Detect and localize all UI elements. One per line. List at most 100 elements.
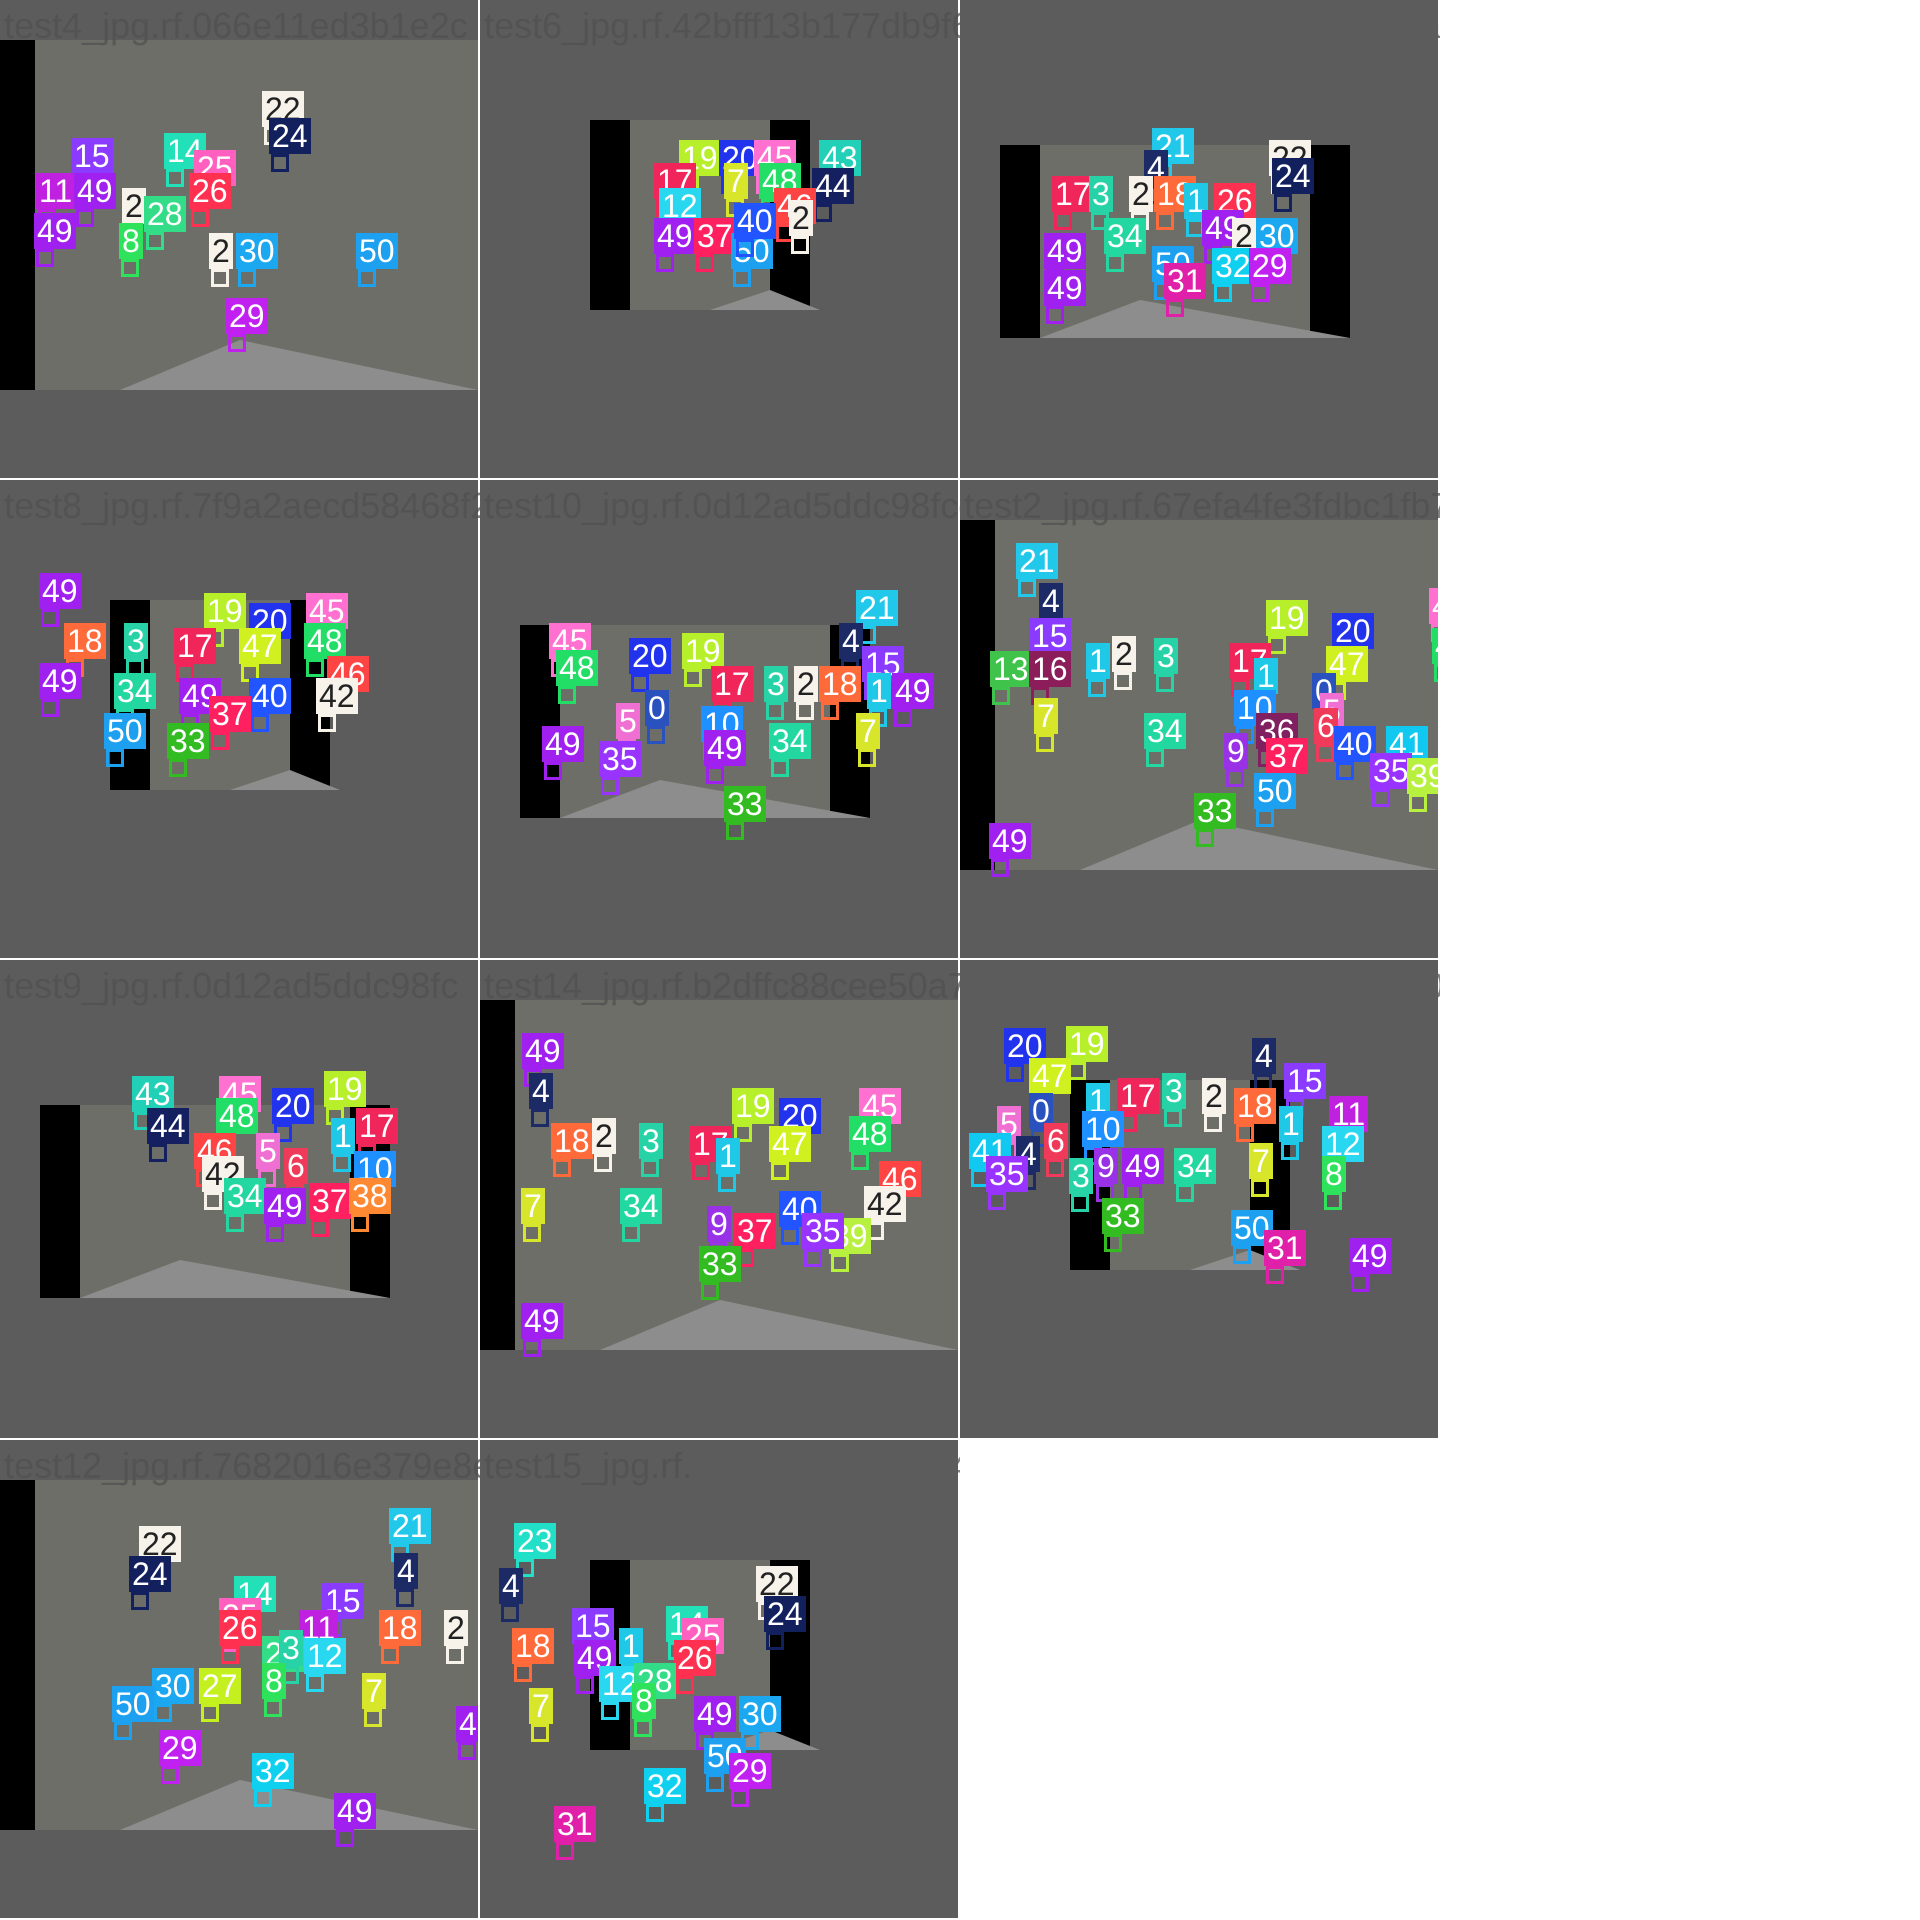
detection-box bbox=[553, 1159, 571, 1177]
detection-label: 31 bbox=[554, 1806, 596, 1842]
detection-box bbox=[36, 249, 54, 267]
detection-label: 1 bbox=[1086, 643, 1110, 679]
detection-label: 18 bbox=[512, 1628, 554, 1664]
detection-box bbox=[634, 1719, 652, 1737]
detection-label: 3 bbox=[1069, 1158, 1093, 1194]
detection-label: 40 bbox=[734, 203, 776, 239]
detection-box bbox=[771, 759, 789, 777]
detection-label: 1 bbox=[1254, 658, 1278, 694]
detection-box bbox=[718, 1174, 736, 1192]
detection-box bbox=[1046, 306, 1064, 324]
detection-label: 4 bbox=[839, 623, 863, 659]
detection-label: 26 bbox=[219, 1610, 261, 1646]
detection-box bbox=[204, 1192, 222, 1210]
detection-box bbox=[76, 209, 94, 227]
detection-box bbox=[1336, 762, 1354, 780]
detection-box bbox=[831, 1254, 849, 1272]
detection-box bbox=[631, 674, 649, 692]
detection-label: 0 bbox=[645, 690, 669, 726]
detection-box bbox=[791, 236, 809, 254]
detection-box bbox=[1409, 794, 1427, 812]
detection-label: 24 bbox=[129, 1556, 171, 1592]
detection-box bbox=[446, 1646, 464, 1664]
detection-label: 18 bbox=[64, 623, 106, 659]
detection-box bbox=[211, 269, 229, 287]
detection-box bbox=[1324, 1192, 1342, 1210]
detection-box bbox=[161, 1766, 179, 1784]
detection-label: 33 bbox=[1194, 793, 1236, 829]
image-tile: 2144515192048131612317471073410536693740… bbox=[960, 480, 1438, 958]
detection-box bbox=[1204, 1114, 1222, 1132]
detection-label: 49 bbox=[521, 1303, 563, 1339]
detection-label: 3 bbox=[1154, 638, 1178, 674]
detection-box bbox=[733, 269, 751, 287]
detection-box bbox=[1351, 1274, 1369, 1292]
detection-label: 42 bbox=[864, 1186, 906, 1222]
detection-label: 7 bbox=[1249, 1143, 1273, 1179]
detection-label: 50 bbox=[104, 713, 146, 749]
detection-label: 48 bbox=[1432, 628, 1438, 664]
detection-label: 35 bbox=[802, 1213, 844, 1249]
detection-box bbox=[1166, 299, 1184, 317]
detection-box bbox=[358, 269, 376, 287]
detection-label: 1 bbox=[1279, 1106, 1303, 1142]
detection-box bbox=[706, 766, 724, 784]
detection-box bbox=[992, 687, 1010, 705]
detection-box bbox=[641, 1159, 659, 1177]
detection-box bbox=[336, 1829, 354, 1847]
detection-box bbox=[804, 1249, 822, 1267]
detection-label: 50 bbox=[112, 1686, 154, 1722]
detection-box bbox=[306, 1674, 324, 1692]
detection-box bbox=[706, 1774, 724, 1792]
detection-box bbox=[814, 204, 832, 222]
detection-box bbox=[991, 859, 1009, 877]
detection-box bbox=[333, 1154, 351, 1172]
detection-box bbox=[106, 749, 124, 767]
detection-label: 9 bbox=[707, 1206, 731, 1242]
detection-label: 34 bbox=[620, 1188, 662, 1224]
detection-label: 16 bbox=[1029, 651, 1071, 687]
detection-label: 15 bbox=[1284, 1063, 1326, 1099]
detection-box bbox=[988, 1192, 1006, 1210]
detection-label: 34 bbox=[1104, 218, 1146, 254]
detection-label: 49 bbox=[654, 218, 696, 254]
detection-label: 44 bbox=[812, 168, 854, 204]
detection-label: 17 bbox=[1117, 1078, 1159, 1114]
detection-box bbox=[726, 822, 744, 840]
detection-label: 3 bbox=[764, 666, 788, 702]
detection-label: 42 bbox=[316, 678, 358, 714]
detection-label: 19 bbox=[324, 1071, 366, 1107]
detection-label: 3 bbox=[279, 1630, 303, 1666]
detection-box bbox=[351, 1214, 369, 1232]
detection-label: 30 bbox=[236, 233, 278, 269]
detection-box bbox=[531, 1724, 549, 1742]
detection-box bbox=[1146, 749, 1164, 767]
detection-box bbox=[1071, 1194, 1089, 1212]
detection-label: 47 bbox=[1029, 1058, 1071, 1094]
detection-label: 18 bbox=[551, 1123, 593, 1159]
detection-box bbox=[114, 1722, 132, 1740]
detection-label: 1 bbox=[331, 1118, 355, 1154]
detection-label: 19 bbox=[1066, 1026, 1108, 1062]
detection-box bbox=[601, 777, 619, 795]
detection-label: 7 bbox=[724, 163, 748, 199]
detection-label: 48 bbox=[304, 623, 346, 659]
detection-box bbox=[851, 1152, 869, 1170]
detection-label: 1 bbox=[1086, 1083, 1110, 1119]
detection-label: 15 bbox=[1029, 618, 1071, 654]
detection-label: 18 bbox=[1234, 1088, 1276, 1124]
detection-box bbox=[396, 1589, 414, 1607]
detection-box bbox=[1006, 1064, 1024, 1082]
detection-label: 29 bbox=[226, 298, 268, 334]
detection-label: 0 bbox=[1029, 1093, 1053, 1129]
detection-label: 31 bbox=[1264, 1230, 1306, 1266]
detection-box bbox=[858, 749, 876, 767]
detection-box bbox=[1018, 579, 1036, 597]
detection-label: 6 bbox=[284, 1148, 308, 1184]
detection-box bbox=[1251, 284, 1269, 302]
detection-box bbox=[1104, 1234, 1122, 1252]
detection-box bbox=[381, 1646, 399, 1664]
detection-label: 48 bbox=[556, 650, 598, 686]
detection-label: 40 bbox=[1334, 726, 1376, 762]
detection-label: 48 bbox=[216, 1098, 258, 1134]
